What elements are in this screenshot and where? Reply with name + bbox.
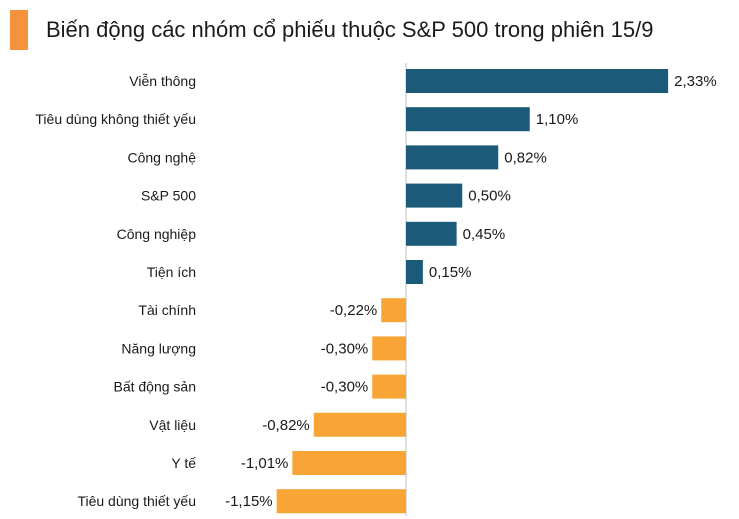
category-label: Năng lượng	[121, 340, 196, 356]
category-label: Công nghệ	[127, 149, 196, 165]
value-label: 0,50%	[468, 188, 511, 205]
bar	[381, 298, 406, 323]
category-label: Tài chính	[138, 302, 196, 318]
category-label: S&P 500	[141, 188, 196, 204]
value-label: 0,15%	[429, 264, 472, 281]
chart-header: Biến động các nhóm cổ phiếu thuộc S&P 50…	[10, 10, 653, 50]
value-label: -0,30%	[321, 379, 369, 396]
category-label: Viễn thông	[129, 73, 196, 89]
value-label: -0,82%	[262, 417, 310, 434]
value-label: 0,45%	[463, 226, 506, 243]
category-label: Tiêu dùng thiết yếu	[77, 493, 196, 509]
category-label: Bất động sản	[113, 379, 196, 395]
bar	[406, 69, 669, 93]
bar	[406, 145, 499, 170]
bar	[276, 489, 406, 514]
bar	[292, 451, 406, 475]
value-label: -0,22%	[330, 302, 378, 319]
bar	[406, 221, 457, 246]
bar	[313, 412, 406, 437]
value-label: -1,01%	[241, 455, 289, 472]
chart-title: Biến động các nhóm cổ phiếu thuộc S&P 50…	[46, 17, 654, 42]
bar	[372, 374, 406, 399]
bar	[406, 107, 530, 132]
value-label: -1,15%	[225, 493, 273, 510]
value-label: -0,30%	[321, 340, 369, 357]
category-label: Tiêu dùng không thiết yếu	[35, 111, 196, 127]
category-label: Y tế	[171, 455, 196, 471]
title-accent-bar	[10, 10, 28, 50]
value-label: 1,10%	[536, 111, 579, 128]
category-label: Tiện ích	[147, 264, 196, 280]
category-label: Công nghiệp	[117, 226, 197, 242]
bar	[406, 183, 463, 208]
category-label: Vật liệu	[149, 417, 196, 433]
bar	[406, 260, 423, 284]
value-label: 0,82%	[504, 149, 547, 166]
value-label: 2,33%	[674, 73, 717, 90]
bar	[372, 336, 406, 361]
